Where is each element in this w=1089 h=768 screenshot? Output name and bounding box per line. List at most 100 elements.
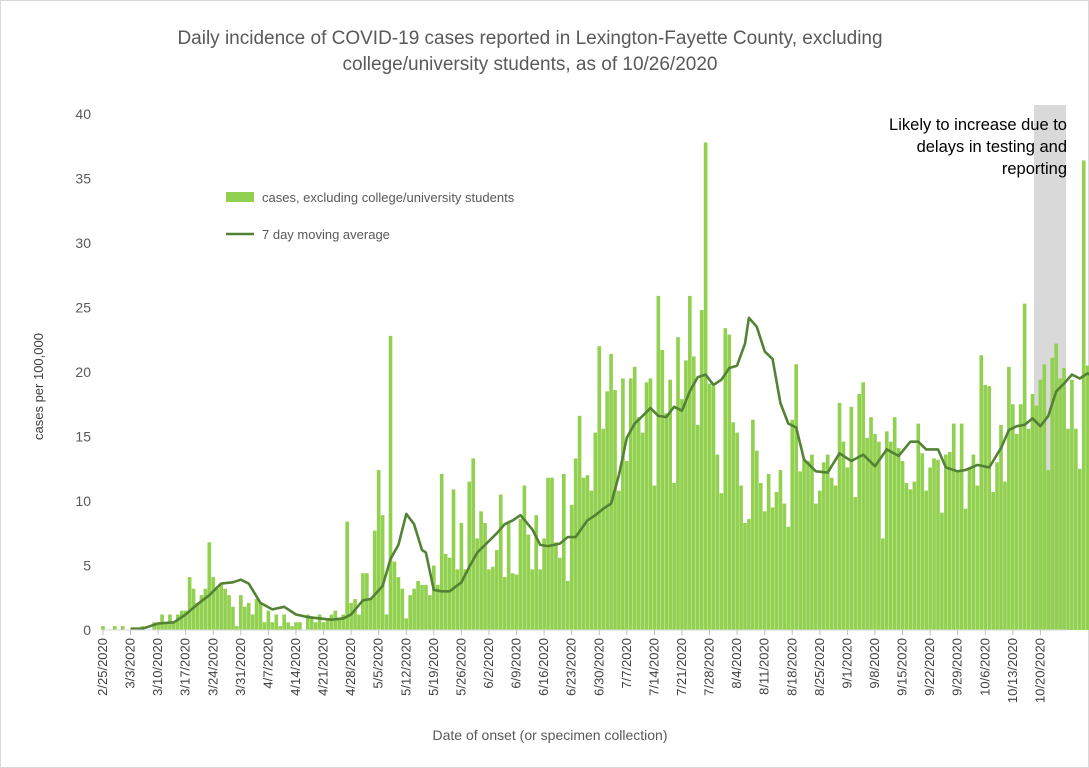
bar xyxy=(821,462,826,630)
bar xyxy=(538,569,542,630)
bar xyxy=(183,610,188,630)
bar xyxy=(735,432,739,630)
bar xyxy=(644,382,649,630)
bar xyxy=(853,497,858,630)
bar xyxy=(1066,428,1070,630)
bar xyxy=(593,432,598,630)
bar xyxy=(908,489,913,630)
bar xyxy=(715,454,720,630)
chart-title: Daily incidence of COVID-19 cases report… xyxy=(80,26,980,78)
bar xyxy=(372,530,377,630)
bar xyxy=(1062,368,1066,630)
chart-title-line-1: Daily incidence of COVID-19 cases report… xyxy=(177,28,883,49)
chart-title-line-2: college/university students, as of 10/26… xyxy=(342,54,718,75)
bar xyxy=(955,470,960,630)
bar xyxy=(684,360,688,630)
bar xyxy=(573,458,578,630)
bar xyxy=(392,561,397,630)
bar xyxy=(313,622,318,630)
x-tick-label: 9/29/2020 xyxy=(950,638,965,696)
bar xyxy=(892,417,897,630)
bar xyxy=(825,454,830,630)
bar xyxy=(282,614,286,630)
bar xyxy=(711,386,716,630)
x-tick-label: 3/17/2020 xyxy=(178,638,193,696)
bar xyxy=(380,515,385,630)
bar xyxy=(676,337,680,630)
bar xyxy=(888,441,893,630)
bar xyxy=(325,618,330,630)
bar xyxy=(207,542,212,630)
bar xyxy=(112,626,117,630)
bar xyxy=(396,577,401,630)
bar xyxy=(231,606,235,630)
line-series-group xyxy=(130,316,1089,631)
x-tick-label: 3/31/2020 xyxy=(233,638,248,696)
x-tick-label: 5/5/2020 xyxy=(371,638,386,689)
bar xyxy=(723,328,728,630)
bar xyxy=(904,482,909,630)
annotation-line-2: delays in testing and xyxy=(916,138,1067,156)
bar xyxy=(262,622,267,630)
bar xyxy=(774,491,779,630)
bar xyxy=(869,417,873,630)
axes-group: 0 5 10 15 20 25 30 35 40 2/25/2020 3/3/2020 3/10/20… xyxy=(75,106,1066,703)
chart-annotation: Likely to increase due to delays in test… xyxy=(837,114,1067,180)
bar xyxy=(597,346,602,630)
bar xyxy=(156,622,160,630)
bar xyxy=(1058,378,1062,630)
bar xyxy=(412,588,416,630)
bar xyxy=(778,470,783,630)
x-tick-label: 8/25/2020 xyxy=(812,638,827,696)
bar xyxy=(861,382,865,630)
bar xyxy=(1011,404,1015,630)
bar xyxy=(447,557,452,630)
bar xyxy=(558,557,562,630)
bar xyxy=(495,550,499,630)
bar xyxy=(656,295,661,630)
bar xyxy=(250,614,255,630)
bar xyxy=(554,542,558,630)
x-tick-label: 9/8/2020 xyxy=(867,638,882,689)
bar xyxy=(1077,468,1082,630)
bar-series-group xyxy=(101,142,1089,630)
bar xyxy=(585,475,590,630)
y-tick-label: 0 xyxy=(83,622,91,638)
x-tick-label: 8/18/2020 xyxy=(784,638,799,696)
y-tick-label: 5 xyxy=(83,558,91,574)
bar xyxy=(242,606,247,630)
bar xyxy=(782,503,787,630)
bar xyxy=(321,622,326,630)
bar xyxy=(463,569,468,630)
x-tick-label: 7/21/2020 xyxy=(674,638,689,696)
bar xyxy=(329,614,334,630)
legend-label-average: 7 day moving average xyxy=(262,227,390,242)
bar xyxy=(542,538,546,630)
bar xyxy=(877,441,881,630)
bar xyxy=(475,538,479,630)
bar xyxy=(175,614,180,630)
bar xyxy=(881,538,885,630)
x-tick-label: 6/2/2020 xyxy=(481,638,496,689)
bar xyxy=(589,490,594,630)
bar xyxy=(940,512,944,630)
bar xyxy=(459,522,464,630)
bar xyxy=(971,454,976,630)
x-tick-label: 10/13/2020 xyxy=(1005,638,1020,703)
bar xyxy=(680,399,684,630)
bar xyxy=(979,355,984,630)
bar xyxy=(258,602,263,630)
bar xyxy=(199,595,204,630)
bar xyxy=(471,458,476,630)
bar xyxy=(798,471,802,630)
bar xyxy=(727,334,732,630)
bar xyxy=(483,522,487,630)
bar xyxy=(384,614,389,630)
x-tick-label: 10/20/2020 xyxy=(1032,638,1047,703)
bar xyxy=(770,507,775,630)
bar xyxy=(518,519,523,630)
bar xyxy=(1074,428,1078,630)
legend-bar-swatch xyxy=(226,192,254,202)
